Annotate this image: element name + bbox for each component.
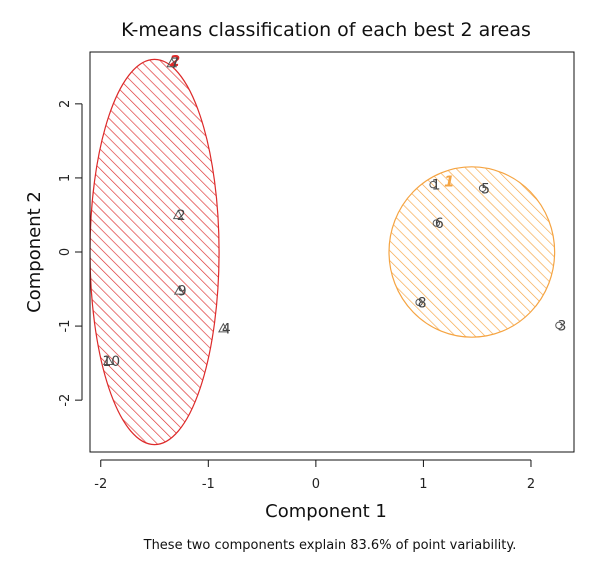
x-tick-label: 2	[527, 477, 535, 492]
chart-title: K-means classification of each best 2 ar…	[121, 19, 531, 41]
point-marker	[432, 219, 441, 227]
point-label: 10	[102, 354, 120, 370]
y-tick-label: 1	[58, 174, 73, 182]
point-marker	[555, 321, 563, 330]
y-tick-label: -2	[58, 394, 73, 407]
x-tick-label: 0	[312, 477, 320, 492]
x-axis-label: Component 1	[265, 501, 387, 522]
plot-frame	[89, 51, 575, 453]
y-axis-label: Component 2	[24, 191, 45, 313]
axes: -2 -1 0 1 2 -2 -1 0 1 2	[58, 100, 535, 492]
point-marker	[415, 298, 423, 307]
y-tick-label: 0	[58, 248, 73, 256]
point-label: 9	[178, 284, 187, 300]
point-marker	[478, 184, 487, 192]
cluster-1: 11 5 6 8 3	[388, 166, 566, 338]
y-tick-label: 2	[58, 100, 73, 108]
point-marker	[173, 284, 185, 295]
point-label: 5	[481, 181, 490, 197]
point-marker	[172, 209, 184, 220]
point-label: 2	[177, 208, 186, 224]
y-tick-label: -1	[58, 320, 73, 333]
x-tick-label: -2	[94, 477, 107, 492]
point-marker	[166, 57, 178, 68]
x-tick-label: 1	[419, 477, 427, 492]
point-marker	[429, 180, 437, 189]
cluster-ellipse	[388, 166, 556, 338]
chart-caption: These two components explain 83.6% of po…	[143, 538, 517, 553]
point-label: 7	[170, 56, 179, 72]
cluster-label: 1	[444, 173, 454, 191]
point-label: 4	[222, 321, 231, 337]
point-marker	[218, 322, 229, 333]
x-tick-label: -1	[202, 477, 215, 492]
point-label: 6	[435, 216, 444, 232]
point-marker	[102, 355, 114, 365]
cluster-label: 2	[170, 52, 180, 70]
point-label: 8	[418, 295, 427, 311]
cluster-ellipse	[90, 58, 220, 446]
point-label: 3	[557, 318, 566, 334]
point-label: 1	[432, 178, 441, 194]
